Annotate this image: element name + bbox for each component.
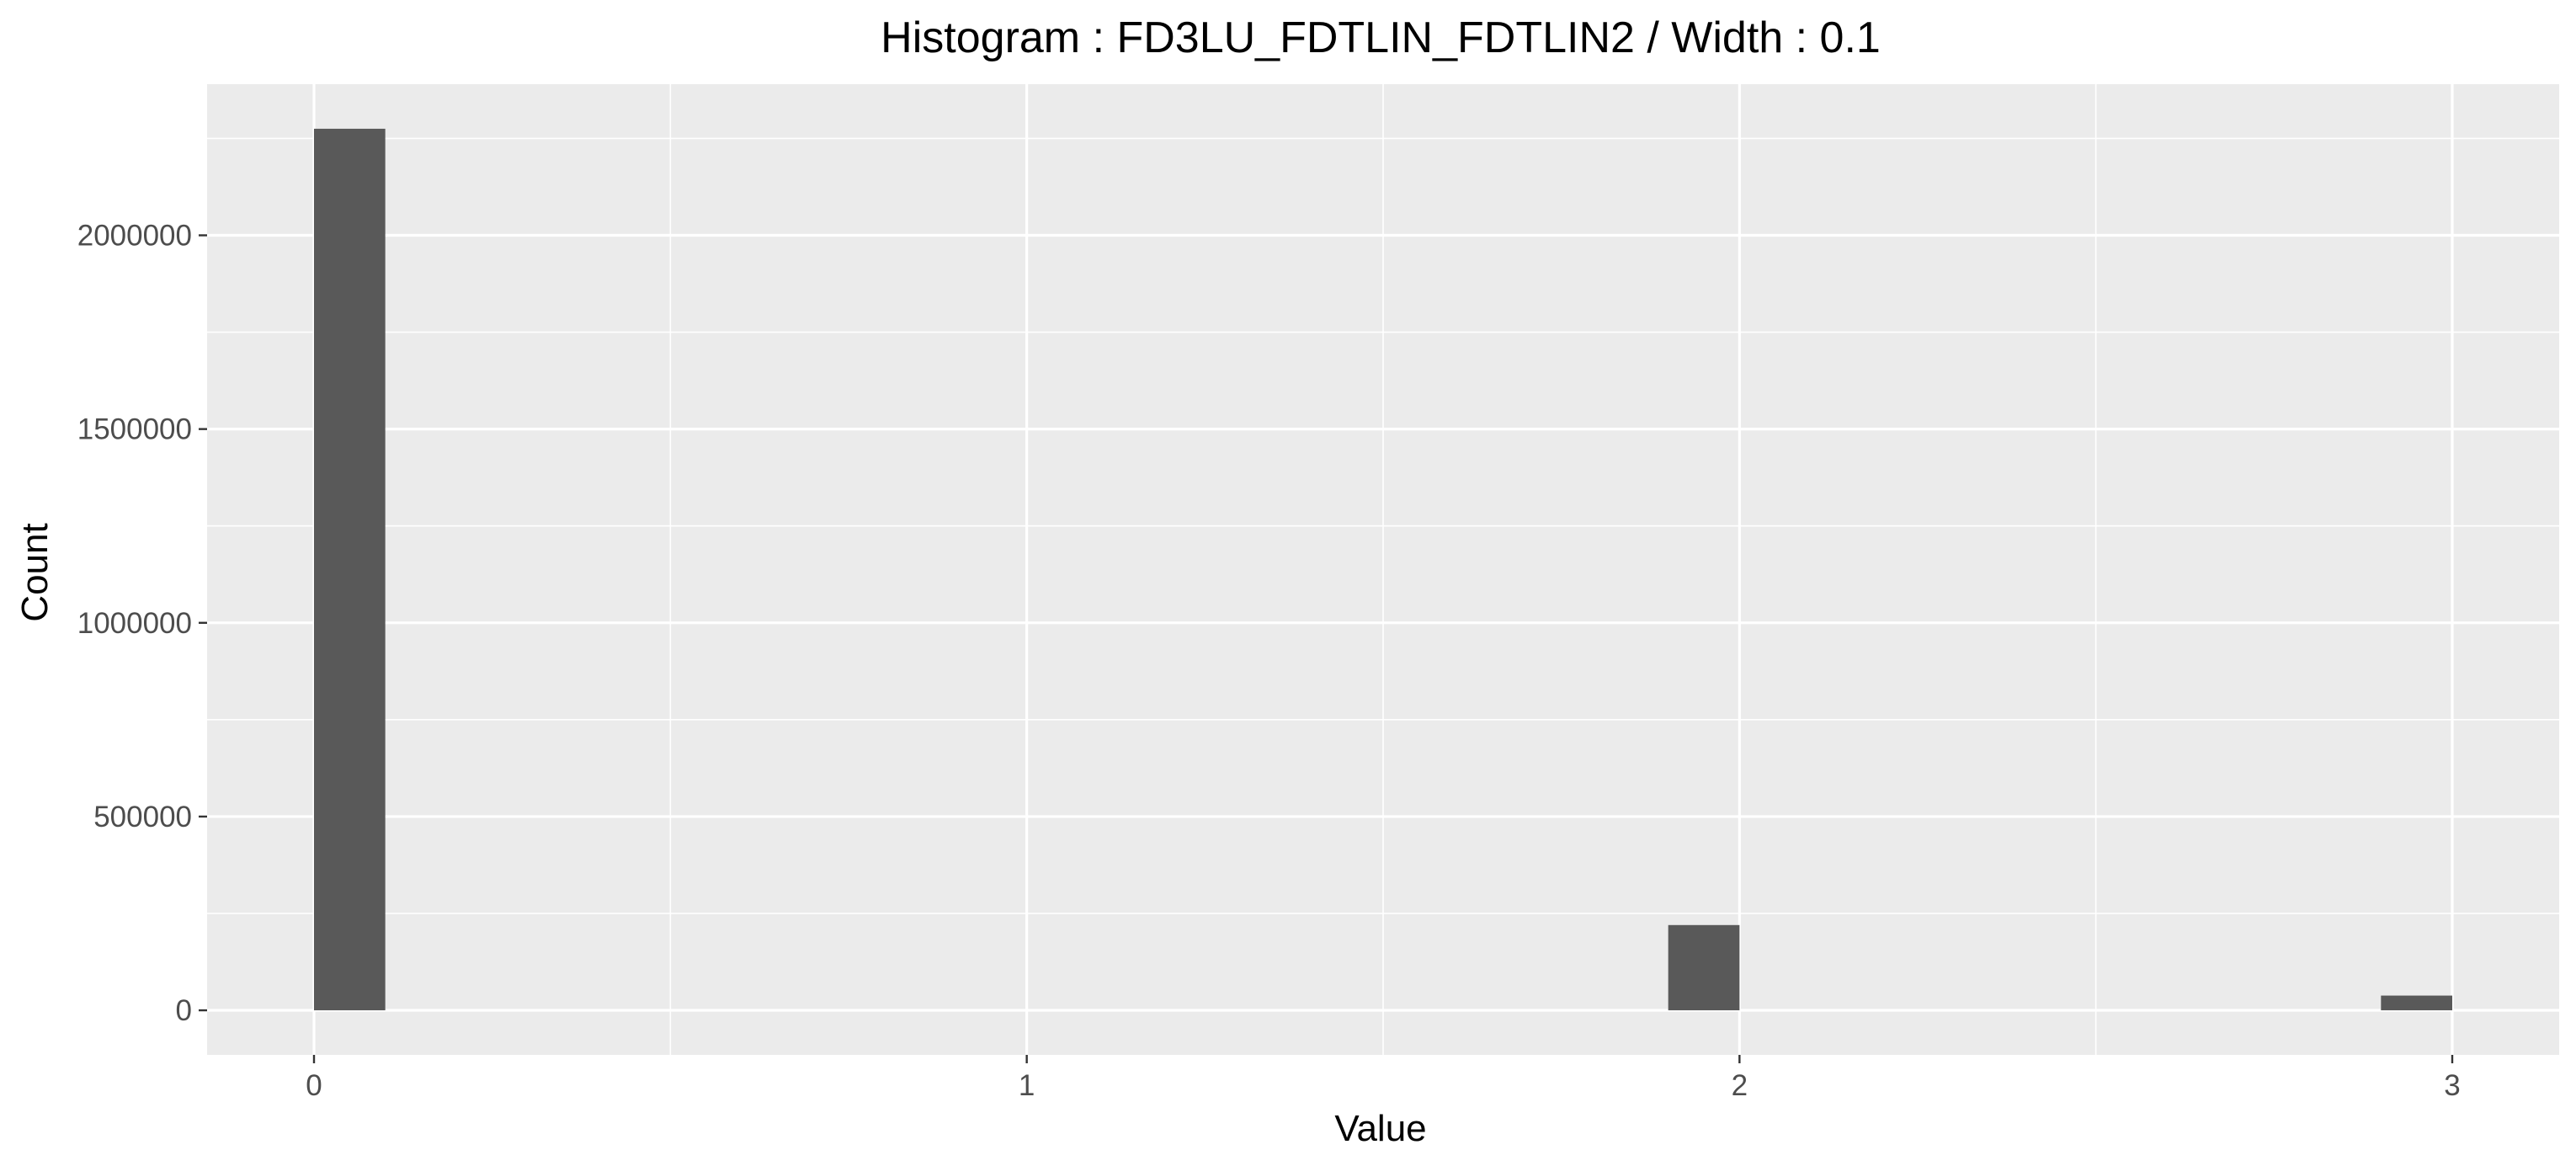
- y-tick-label: 1000000: [77, 607, 192, 640]
- minor-gridlines: [207, 84, 2559, 1055]
- histogram-bars: [314, 128, 2452, 1011]
- histogram-bar: [1668, 924, 1740, 1011]
- histogram-bar: [2381, 995, 2452, 1011]
- y-tick-label: 0: [176, 994, 192, 1027]
- x-tick-label: 3: [2444, 1069, 2460, 1102]
- y-tick-label: 2000000: [77, 220, 192, 253]
- y-tick-label: 500000: [93, 801, 192, 833]
- y-axis-ticks: 0 500000 1000000 1500000 2000000: [77, 220, 207, 1027]
- y-tick-label: 1500000: [77, 413, 192, 446]
- x-tick-label: 0: [306, 1069, 322, 1102]
- histogram-bar: [314, 128, 386, 1011]
- y-axis-title: Count: [14, 523, 56, 621]
- x-tick-label: 2: [1732, 1069, 1748, 1102]
- x-tick-label: 1: [1019, 1069, 1035, 1102]
- x-axis-ticks: 0 1 2 3: [306, 1055, 2461, 1102]
- chart-title: Histogram : FD3LU_FDTLIN_FDTLIN2 / Width…: [881, 13, 1881, 62]
- x-axis-title: Value: [1334, 1108, 1426, 1149]
